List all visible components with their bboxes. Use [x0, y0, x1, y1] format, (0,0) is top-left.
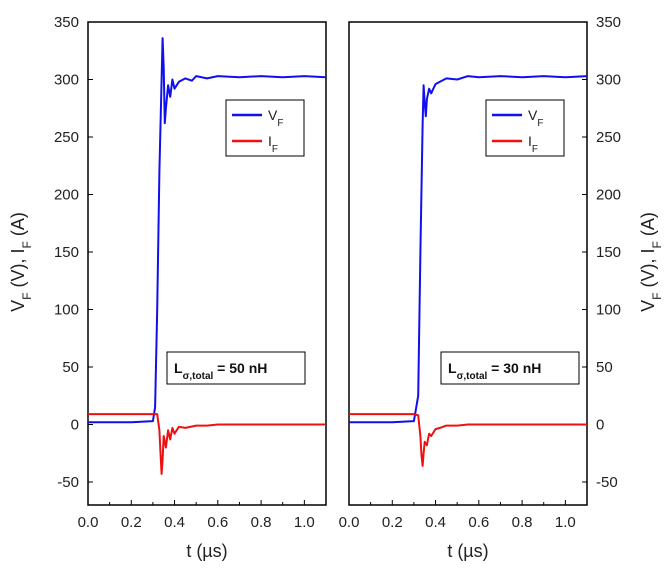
annotation-rest: = 50 nH [213, 360, 267, 376]
x-tick-label: 0.8 [512, 514, 533, 531]
legend-label-main: V [528, 107, 538, 123]
annotation-sub: σ,total [183, 371, 214, 382]
legend-label: IF [528, 133, 538, 155]
annotation-sub: σ,total [457, 371, 488, 382]
y-tick-label: 300 [596, 72, 621, 89]
legend-label: VF [268, 107, 283, 129]
inductance-annotation: Lσ,total = 50 nH [166, 351, 306, 385]
x-tick-label: 1.0 [555, 514, 576, 531]
y-tick-label: 350 [596, 14, 621, 31]
legend-label-sub: F [532, 144, 538, 155]
plot-frame [87, 21, 327, 506]
annotation-main: L [174, 360, 183, 376]
x-tick-label: 0.0 [339, 514, 360, 531]
x-tick-label: 0.2 [121, 514, 142, 531]
x-tick-label: 0.4 [164, 514, 185, 531]
y-tick-label: 100 [54, 302, 79, 319]
chart-panel-left: 0.0 0.2 0.4 0.6 0.8 1.0 -50 0 50 100 150 200 250 300 3… [54, 14, 327, 561]
annotation-box [166, 351, 306, 385]
annotation-main: L [448, 360, 457, 376]
x-tick-label: 0.6 [207, 514, 228, 531]
y-tick-label: 200 [596, 187, 621, 204]
y-tick-label: 50 [62, 359, 79, 376]
y-axis-title-sub: F [650, 292, 664, 299]
y-tick-label: 250 [596, 129, 621, 146]
series-group [349, 75, 587, 467]
y-axis-title-part: (A) [8, 212, 28, 241]
y-tick-label: 0 [596, 417, 604, 434]
legend-label-sub: F [537, 118, 543, 129]
y-tick-label: 50 [596, 359, 613, 376]
y-axis-title-sub: F [650, 241, 664, 248]
legend-label: VF [528, 107, 543, 129]
y-tick-label: 200 [54, 187, 79, 204]
legend-label-main: I [268, 133, 272, 149]
series-line-vf [349, 75, 587, 424]
y-axis-title: VF (V), IF (A) [638, 212, 664, 312]
legend-label: IF [268, 133, 278, 155]
legend-box [225, 99, 305, 157]
annotation-text: Lσ,total = 50 nH [174, 360, 267, 382]
legend-box [485, 99, 565, 157]
y-tick-label: 0 [71, 417, 79, 434]
x-tick-label: 1.0 [294, 514, 315, 531]
y-axis-label-left: VF (V), IF (A) [8, 212, 34, 312]
y-tick-label: 250 [54, 129, 79, 146]
y-axis-title-part: (A) [638, 212, 658, 241]
x-axis-title: t (µs) [447, 541, 488, 561]
y-axis-title-part: V [638, 300, 658, 312]
y-axis-title-part: (V), I [638, 248, 658, 292]
series-line-if [349, 413, 587, 467]
y-tick-label: -50 [57, 474, 79, 491]
annotation-box [440, 351, 580, 385]
y-tick-label: -50 [596, 474, 618, 491]
legend-label-main: I [528, 133, 532, 149]
legend-label-sub: F [272, 144, 278, 155]
plot-frame [348, 21, 588, 506]
y-axis-title: VF (V), IF (A) [8, 212, 34, 312]
y-axis-label-right: VF (V), IF (A) [638, 212, 664, 312]
y-axis-title-sub: F [20, 241, 34, 248]
legend-label-sub: F [277, 118, 283, 129]
x-tick-label: 0.2 [382, 514, 403, 531]
y-tick-label: 300 [54, 72, 79, 89]
series-line-vf [88, 37, 326, 424]
legend-label-main: V [268, 107, 278, 123]
x-axis-title: t (µs) [186, 541, 227, 561]
x-tick-label: 0.6 [468, 514, 489, 531]
y-axis-title-part: (V), I [8, 248, 28, 292]
y-tick-label: 100 [596, 302, 621, 319]
chart-panel-right: 0.0 0.2 0.4 0.6 0.8 1.0 -50 0 50 100 150 200 250 300 3… [339, 14, 621, 561]
y-tick-label: 350 [54, 14, 79, 31]
inductance-annotation: Lσ,total = 30 nH [440, 351, 580, 385]
y-tick-label: 150 [596, 244, 621, 261]
x-tick-label: 0.4 [425, 514, 446, 531]
y-tick-label: 150 [54, 244, 79, 261]
annotation-rest: = 30 nH [487, 360, 541, 376]
x-tick-label: 0.8 [251, 514, 272, 531]
x-tick-label: 0.0 [78, 514, 99, 531]
series-line-if [88, 413, 326, 475]
y-axis-title-sub: F [20, 292, 34, 299]
series-group [88, 37, 326, 475]
y-axis-title-part: V [8, 300, 28, 312]
annotation-text: Lσ,total = 30 nH [448, 360, 541, 382]
